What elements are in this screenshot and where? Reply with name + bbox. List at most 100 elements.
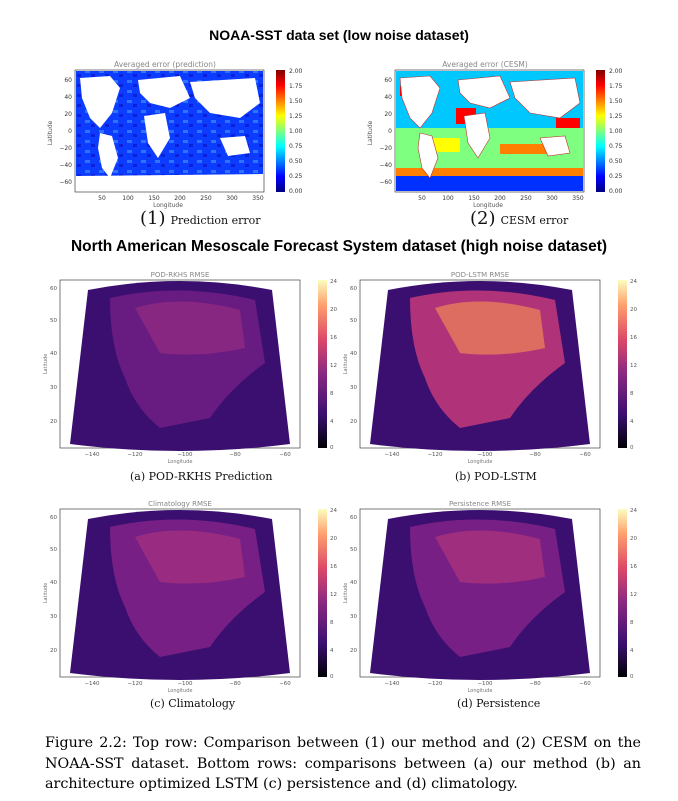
x-axis-label: Longitude [468,459,493,465]
svg-text:4: 4 [330,648,334,654]
continents [399,75,581,179]
colorbar [276,70,285,192]
svg-text:4: 4 [330,419,334,425]
svg-text:24: 24 [330,279,337,285]
svg-text:20: 20 [350,419,357,425]
y-tick-labels: 60 50 40 30 20 [50,286,57,425]
svg-text:40: 40 [50,580,57,586]
svg-text:60: 60 [64,77,72,84]
svg-text:0.50: 0.50 [289,158,303,165]
svg-text:350: 350 [572,195,584,202]
svg-text:350: 350 [252,195,264,202]
panel-title: Averaged error (prediction) [114,60,216,69]
svg-text:0: 0 [330,674,334,680]
svg-text:−100: −100 [477,681,493,687]
section-title-noaa: NOAA-SST data set (low noise dataset) [209,27,469,43]
colorbar [618,509,627,677]
colorbar-ticks: 2.00 1.75 1.50 1.25 1.00 0.75 0.50 0.25 … [289,68,303,195]
colorbar [618,280,627,448]
continents [76,76,263,191]
colorbar-ticks: 24 20 16 12 8 4 0 [630,279,637,451]
svg-text:−140: −140 [384,681,400,687]
svg-text:250: 250 [200,195,212,202]
svg-text:200: 200 [494,195,506,202]
section-title-nam: North American Mesoscale Forecast System… [70,238,608,255]
x-tick-labels: 50 100 150 200 250 300 350 [98,195,264,202]
y-tick-labels: 60 50 40 30 20 [350,286,357,425]
svg-text:20: 20 [384,111,392,118]
svg-text:−20: −20 [59,145,72,152]
svg-text:20: 20 [64,111,72,118]
svg-text:−100: −100 [177,452,193,458]
svg-text:−120: −120 [127,452,143,458]
svg-text:0.00: 0.00 [609,188,623,195]
panel-pod-rkhs-rmse: POD-RKHS RMSE 60 50 40 30 20 −140 −120 −… [40,268,340,468]
svg-text:40: 40 [350,580,357,586]
svg-text:1.75: 1.75 [289,83,303,90]
svg-text:16: 16 [630,335,637,341]
svg-text:50: 50 [418,195,426,202]
svg-text:30: 30 [50,385,57,391]
colorbar-ticks: 2.00 1.75 1.50 1.25 1.00 0.75 0.50 0.25 … [609,68,623,195]
subfigure-caption: (b) POD-LSTM [455,470,537,483]
y-tick-labels: 60 50 40 30 20 [50,515,57,654]
svg-text:150: 150 [148,195,160,202]
svg-text:60: 60 [50,286,57,292]
svg-text:40: 40 [384,94,392,101]
svg-text:2.00: 2.00 [609,68,623,75]
panel-climatology-rmse: Climatology RMSE 60 50 40 30 20 −140 −12… [40,497,340,697]
svg-text:1.75: 1.75 [609,83,623,90]
x-axis-label: Longitude [153,202,183,209]
svg-text:1.25: 1.25 [609,113,623,120]
x-tick-labels: −140 −120 −100 −80 −60 [84,681,291,687]
svg-text:12: 12 [630,363,637,369]
figure-caption: Figure 2.2: Top row: Comparison between … [45,735,641,792]
high-error-region [435,530,545,584]
x-tick-labels: −140 −120 −100 −80 −60 [84,452,291,458]
rmse-map: POD-LSTM RMSE 60 50 40 30 20 −140 −120 −… [343,271,637,465]
svg-text:0.25: 0.25 [289,173,303,180]
svg-text:50: 50 [350,318,357,324]
svg-text:4: 4 [630,648,634,654]
subfigure-caption: (d) Persistence [457,697,541,710]
svg-text:0: 0 [630,445,634,451]
panel-title: Persistence RMSE [449,500,511,508]
y-tick-labels: 60 40 20 0 −20 −40 −60 [379,77,392,186]
rmse-map: Persistence RMSE 60 50 40 30 20 −140 −12… [343,500,637,694]
caption-cesm-error: (2) CESM error [470,208,569,229]
high-error-region [135,301,245,355]
svg-text:−60: −60 [579,452,591,458]
x-axis-label: Longitude [473,202,503,209]
svg-text:−40: −40 [379,162,392,169]
svg-text:1.00: 1.00 [609,128,623,135]
rmse-map: Climatology RMSE 60 50 40 30 20 −140 −12… [43,500,337,694]
panel-pod-lstm-rmse: POD-LSTM RMSE 60 50 40 30 20 −140 −120 −… [340,268,640,468]
panel-title: Averaged error (CESM) [442,60,528,69]
svg-text:−100: −100 [177,681,193,687]
svg-text:−120: −120 [427,681,443,687]
svg-text:0: 0 [630,674,634,680]
rmse-map: POD-RKHS RMSE 60 50 40 30 20 −140 −120 −… [43,271,337,465]
svg-text:−60: −60 [279,452,291,458]
svg-text:−20: −20 [379,145,392,152]
svg-text:−80: −80 [229,681,241,687]
x-tick-labels: 50 100 150 200 250 300 350 [418,195,584,202]
y-tick-labels: 60 40 20 0 −20 −40 −60 [59,77,72,186]
svg-text:0.00: 0.00 [289,188,303,195]
colorbar [318,509,327,677]
svg-text:8: 8 [330,620,334,626]
svg-text:8: 8 [330,391,334,397]
svg-text:16: 16 [630,564,637,570]
panel-title: POD-LSTM RMSE [451,271,509,279]
x-axis-label: Longitude [168,459,193,465]
svg-text:40: 40 [64,94,72,101]
svg-text:30: 30 [350,614,357,620]
svg-text:20: 20 [630,536,637,542]
svg-text:20: 20 [630,307,637,313]
svg-text:8: 8 [630,391,634,397]
svg-text:−80: −80 [529,452,541,458]
svg-text:0.75: 0.75 [289,143,303,150]
svg-text:12: 12 [630,592,637,598]
prediction-error-map: Averaged error (prediction) [47,60,303,209]
svg-text:50: 50 [50,318,57,324]
